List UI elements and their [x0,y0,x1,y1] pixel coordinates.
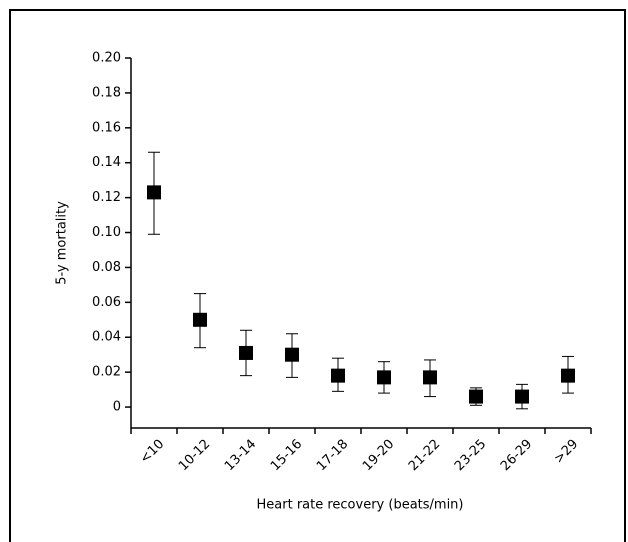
x-tick-label: 21-22 [406,437,443,474]
y-tick-label: 0.20 [92,51,121,66]
y-tick-label: 0.04 [92,330,121,345]
y-tick-label: 0.08 [92,260,121,275]
y-tick-label: 0.10 [92,225,121,240]
x-tick-label: 17-18 [314,437,351,474]
y-tick-label: 0.18 [92,85,121,100]
x-tick-label: 19-20 [360,437,397,474]
x-tick-label: 10-12 [176,437,213,474]
x-tick-label: 15-16 [268,437,305,474]
marker [285,347,299,362]
y-axis-label: 5-y mortality [55,201,70,285]
x-tick-label: <10 [137,437,167,467]
x-tick-label: >29 [551,437,581,467]
marker [423,370,437,385]
y-tick-label: 0.06 [92,295,121,310]
frame [9,9,626,542]
y-tick-label: 0.12 [92,190,121,205]
marker [515,389,529,404]
marker [147,185,161,200]
marker [377,370,391,385]
marker [561,368,575,383]
marker [193,312,207,327]
y-tick-label: 0.14 [92,155,121,170]
x-tick-label: 23-25 [452,437,489,474]
y-tick-label: 0.16 [92,120,121,135]
marker [469,389,483,404]
x-tick-label: 26-29 [498,437,535,474]
x-axis-label: Heart rate recovery (beats/min) [257,498,464,513]
y-tick-label: 0.02 [92,365,121,380]
marker [239,345,253,360]
x-tick-label: 13-14 [222,437,259,474]
y-tick-label: 0 [113,400,121,415]
marker [331,368,345,383]
